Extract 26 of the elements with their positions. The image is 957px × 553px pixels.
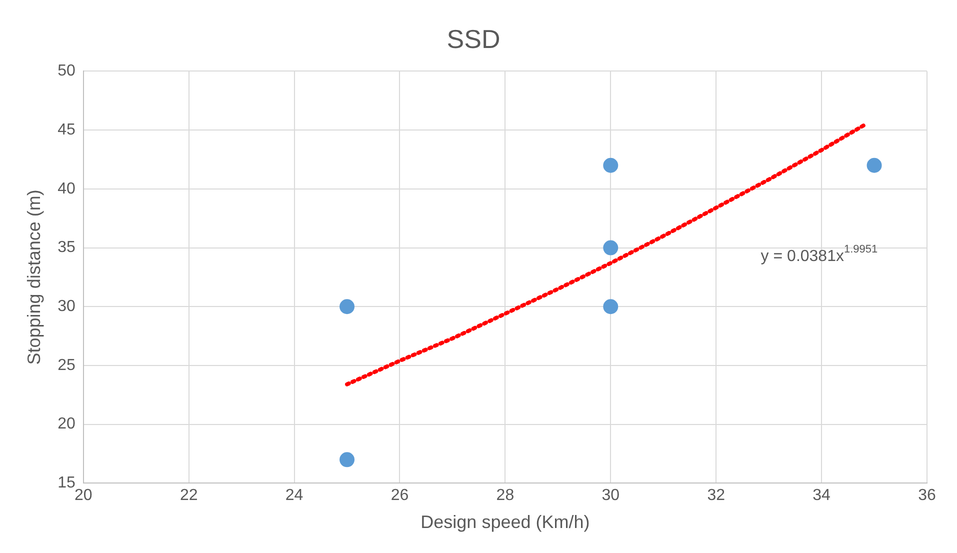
x-tick-label: 36 bbox=[918, 487, 936, 504]
point bbox=[340, 452, 355, 468]
chart-title: SSD bbox=[446, 24, 500, 54]
y-axis-title: Stopping distance (m) bbox=[24, 190, 44, 365]
y-tick-label: 45 bbox=[58, 121, 76, 138]
x-tick-label: 30 bbox=[602, 487, 620, 504]
y-tick-label: 15 bbox=[58, 474, 76, 492]
y-tick-label: 40 bbox=[58, 180, 76, 198]
point bbox=[866, 158, 882, 173]
y-tick-label: 30 bbox=[58, 298, 76, 316]
x-tick-label: 24 bbox=[285, 487, 304, 504]
x-tick-label: 20 bbox=[74, 487, 92, 504]
x-tick-label: 28 bbox=[496, 487, 514, 504]
x-tick-label: 32 bbox=[707, 487, 726, 504]
point bbox=[603, 158, 618, 173]
y-tick-label: 25 bbox=[58, 356, 76, 374]
point bbox=[603, 299, 618, 314]
point bbox=[340, 299, 355, 314]
y-tick-label: 50 bbox=[58, 62, 76, 80]
x-tick-label: 26 bbox=[390, 487, 409, 504]
y-tick-label: 20 bbox=[58, 416, 76, 433]
y-tick-label: 35 bbox=[58, 239, 76, 256]
x-tick-label: 34 bbox=[812, 487, 831, 504]
x-tick-label: 22 bbox=[180, 487, 198, 504]
point bbox=[603, 240, 618, 256]
x-axis-title: Design speed (Km/h) bbox=[420, 512, 590, 532]
